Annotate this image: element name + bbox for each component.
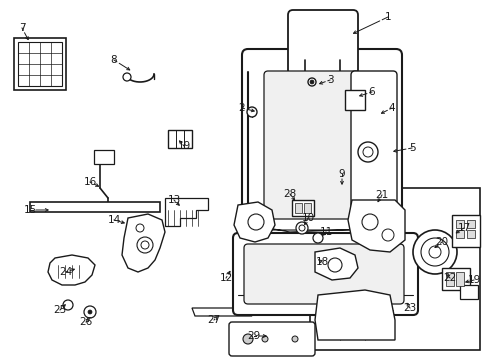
Text: 19: 19 (467, 275, 480, 285)
Polygon shape (347, 200, 404, 252)
Circle shape (123, 73, 131, 81)
Circle shape (357, 142, 377, 162)
Circle shape (362, 147, 372, 157)
Text: 5: 5 (408, 143, 414, 153)
Text: 17: 17 (456, 223, 469, 233)
Text: 13: 13 (167, 195, 180, 205)
Circle shape (291, 336, 297, 342)
Text: 4: 4 (388, 103, 394, 113)
Text: 19: 19 (177, 141, 190, 151)
Text: 14: 14 (107, 215, 121, 225)
Text: 24: 24 (59, 267, 73, 277)
Bar (30, 202, 160, 212)
Bar (445, 272, 453, 286)
Circle shape (420, 238, 448, 266)
Circle shape (381, 229, 393, 241)
Text: 27: 27 (207, 315, 220, 325)
Bar (459, 285, 477, 299)
Bar (94, 150, 114, 164)
Circle shape (243, 334, 252, 344)
Bar (455, 220, 463, 228)
Bar (451, 215, 479, 247)
Circle shape (428, 246, 440, 258)
Circle shape (137, 237, 153, 253)
Bar (345, 90, 364, 110)
Bar (455, 230, 463, 238)
Text: 11: 11 (319, 227, 332, 237)
Text: 3: 3 (326, 75, 333, 85)
Circle shape (262, 336, 267, 342)
Polygon shape (234, 202, 274, 242)
FancyBboxPatch shape (287, 10, 357, 75)
Text: 2: 2 (238, 103, 245, 113)
Circle shape (361, 214, 377, 230)
Text: 12: 12 (219, 273, 232, 283)
Text: 21: 21 (375, 190, 388, 200)
Text: 28: 28 (283, 189, 296, 199)
Circle shape (247, 214, 264, 230)
Text: 8: 8 (110, 55, 117, 65)
Circle shape (327, 258, 341, 272)
Circle shape (84, 306, 96, 318)
Text: 10: 10 (301, 213, 314, 223)
Bar (18, 42, 62, 86)
Text: 16: 16 (83, 177, 97, 187)
Circle shape (309, 80, 313, 84)
Text: 6: 6 (368, 87, 375, 97)
Polygon shape (247, 220, 394, 232)
Circle shape (412, 230, 456, 274)
FancyBboxPatch shape (228, 322, 314, 356)
FancyBboxPatch shape (244, 244, 403, 304)
Text: 20: 20 (434, 237, 447, 247)
Bar (466, 220, 474, 228)
Circle shape (246, 107, 257, 117)
Circle shape (136, 224, 143, 232)
Bar (291, 200, 313, 216)
Text: 22: 22 (443, 273, 456, 283)
Bar (466, 230, 474, 238)
Polygon shape (192, 308, 251, 316)
Bar (309, 188, 479, 350)
Bar (14, 38, 66, 90)
Circle shape (88, 310, 92, 314)
Polygon shape (314, 290, 394, 340)
Text: 15: 15 (23, 205, 37, 215)
Circle shape (312, 233, 323, 243)
Bar (304, 203, 310, 213)
Polygon shape (122, 214, 164, 272)
Text: 26: 26 (79, 317, 92, 327)
Text: 1: 1 (384, 12, 390, 22)
Circle shape (298, 225, 305, 231)
Text: 29: 29 (247, 331, 260, 341)
Text: 23: 23 (403, 303, 416, 313)
FancyBboxPatch shape (350, 71, 396, 219)
Polygon shape (164, 198, 207, 226)
Circle shape (63, 300, 73, 310)
Text: 18: 18 (315, 257, 328, 267)
Bar (455, 272, 463, 286)
Text: 7: 7 (19, 23, 25, 33)
FancyBboxPatch shape (264, 71, 359, 219)
Circle shape (295, 222, 307, 234)
Polygon shape (314, 248, 357, 280)
Bar (168, 130, 192, 148)
Text: 9: 9 (338, 169, 345, 179)
Text: 25: 25 (53, 305, 66, 315)
FancyBboxPatch shape (232, 233, 417, 315)
Circle shape (141, 241, 149, 249)
Bar (441, 268, 469, 290)
Bar (294, 203, 302, 213)
FancyBboxPatch shape (242, 49, 401, 236)
Polygon shape (48, 255, 95, 285)
Circle shape (307, 78, 315, 86)
